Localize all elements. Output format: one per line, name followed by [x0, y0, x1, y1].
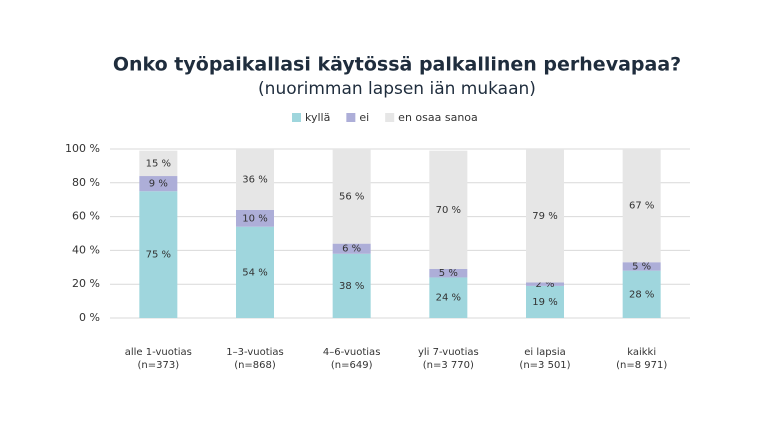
y-tick-label: 40 % — [72, 243, 100, 256]
x-tick-label: (n=8 971) — [616, 360, 667, 371]
data-label: 24 % — [436, 293, 461, 304]
x-tick-label: 4–6-vuotias — [323, 347, 380, 358]
x-tick-label: 1–3-vuotias — [226, 347, 283, 358]
chart-subtitle: (nuorimman lapsen iän mukaan) — [258, 79, 536, 99]
x-tick-label: ei lapsia — [524, 347, 565, 358]
data-label: 2 % — [535, 279, 554, 290]
bar-segment — [526, 285, 564, 318]
y-tick-label: 20 % — [72, 277, 100, 290]
legend-label: kyllä — [305, 111, 330, 124]
bar-segment — [526, 149, 564, 283]
data-label: 79 % — [532, 211, 557, 222]
legend-swatch — [292, 113, 301, 122]
bar-segment — [622, 270, 661, 318]
x-tick-label: (n=373) — [138, 360, 180, 371]
bar-segment — [622, 262, 661, 271]
data-label: 38 % — [339, 281, 364, 292]
bar-segment — [526, 282, 564, 286]
data-label: 36 % — [242, 174, 267, 185]
y-tick-label: 0 % — [79, 311, 100, 324]
data-label: 75 % — [146, 250, 171, 261]
legend-label: en osaa sanoa — [398, 111, 478, 124]
bar-segment — [139, 150, 178, 177]
x-tick-label: (n=3 501) — [519, 360, 570, 371]
x-tick-label: (n=868) — [234, 360, 276, 371]
x-tick-label: alle 1-vuotias — [125, 347, 192, 358]
data-label: 6 % — [342, 244, 361, 255]
bar-segment — [236, 209, 274, 227]
chart-title: Onko työpaikallasi käytössä palkallinen … — [113, 54, 681, 76]
data-label: 28 % — [629, 289, 654, 300]
bar-segment — [429, 277, 468, 318]
bar-segment — [236, 226, 274, 318]
data-label: 70 % — [436, 205, 461, 216]
data-label: 5 % — [632, 261, 651, 272]
x-tick-label: (n=3 770) — [423, 360, 474, 371]
bar-segment — [332, 253, 371, 318]
x-tick-label: kaikki — [627, 347, 656, 358]
bar-segment — [622, 149, 661, 263]
bar-segment — [332, 243, 371, 254]
bar-segment — [139, 176, 178, 192]
legend-swatch — [346, 113, 356, 122]
x-tick-label: yli 7-vuotias — [418, 347, 479, 358]
bar-segment — [332, 149, 371, 244]
data-label: 5 % — [439, 268, 458, 279]
data-label: 19 % — [532, 297, 557, 308]
bar-segment — [429, 268, 468, 278]
x-tick-label: (n=649) — [331, 360, 373, 371]
y-tick-label: 80 % — [72, 176, 100, 189]
legend-swatch — [385, 113, 395, 122]
bar-segment — [236, 149, 274, 210]
data-label: 56 % — [339, 191, 364, 202]
data-label: 15 % — [146, 158, 171, 169]
bar-segment — [139, 191, 178, 318]
bar-segment — [429, 150, 468, 269]
legend-label: ei — [359, 111, 369, 124]
data-label: 54 % — [242, 267, 267, 278]
data-label: 10 % — [242, 213, 267, 224]
data-label: 67 % — [629, 201, 654, 212]
y-tick-label: 100 % — [65, 142, 100, 155]
data-label: 9 % — [149, 179, 168, 190]
y-tick-label: 60 % — [72, 210, 100, 223]
